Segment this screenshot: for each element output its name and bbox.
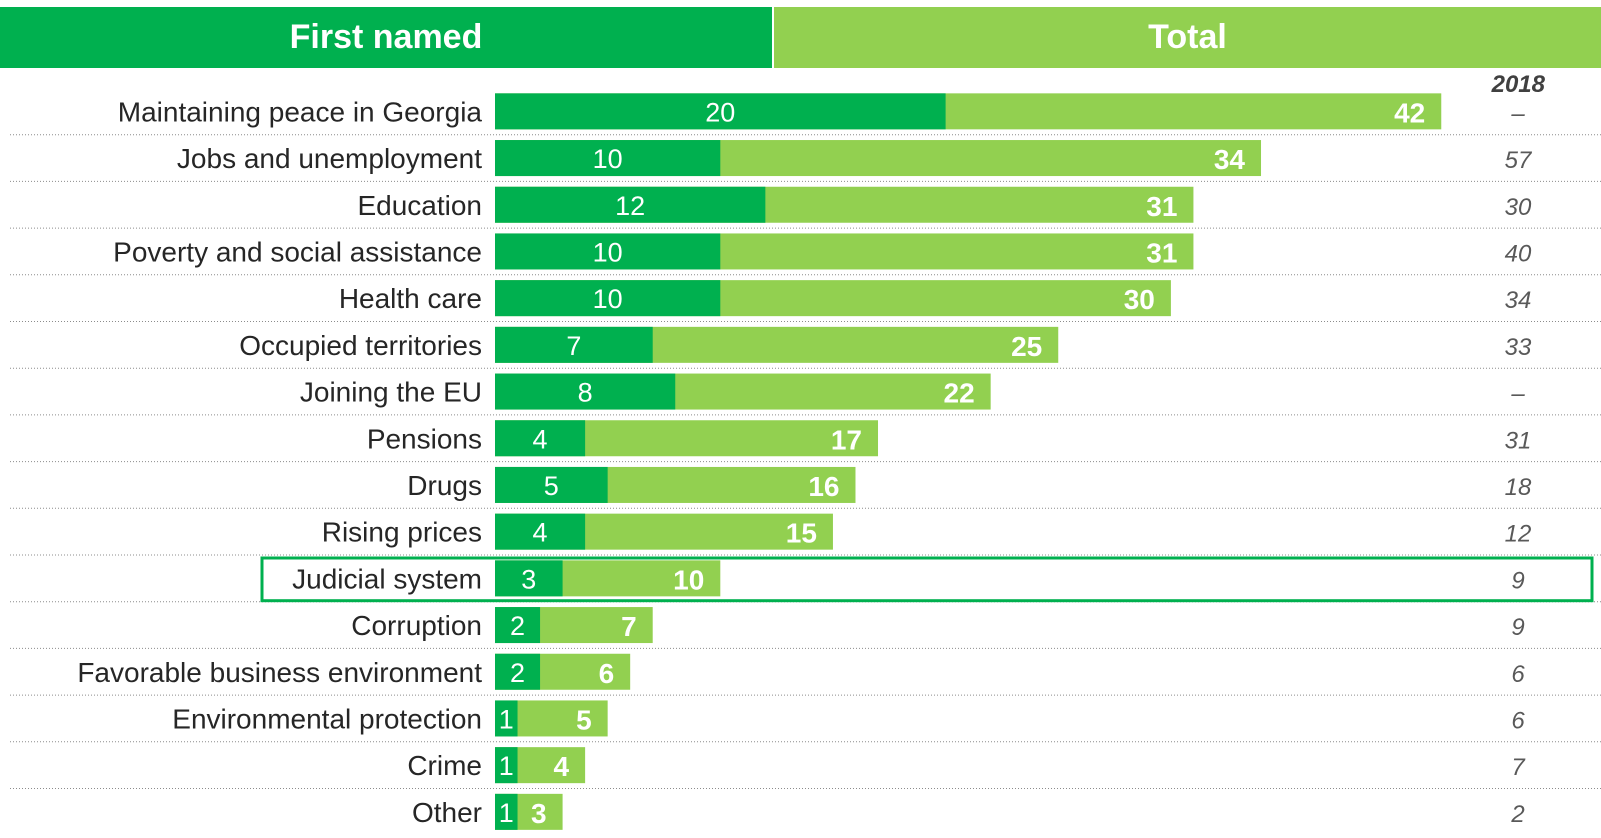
bar-first-maintaining-peace-in-georgia [495, 93, 946, 130]
value-first-health-care: 10 [593, 284, 623, 314]
category-label-drugs: Drugs [407, 470, 482, 501]
bar-first-judicial-system [495, 560, 563, 597]
value-2018-pensions: 31 [1505, 427, 1532, 454]
category-label-occupied-territories: Occupied territories [239, 330, 482, 361]
category-label-crime: Crime [407, 750, 482, 781]
bar-first-poverty-and-social-assistance [495, 233, 721, 270]
value-total-drugs: 16 [808, 471, 839, 502]
category-label-joining-the-eu: Joining the EU [300, 377, 482, 408]
value-total-pensions: 17 [831, 424, 862, 455]
value-first-environmental-protection: 1 [499, 704, 514, 734]
value-total-jobs-and-unemployment: 34 [1214, 144, 1246, 175]
value-total-other: 3 [531, 798, 547, 829]
category-label-maintaining-peace-in-georgia: Maintaining peace in Georgia [118, 96, 483, 127]
value-first-crime: 1 [499, 751, 514, 781]
bar-first-jobs-and-unemployment [495, 140, 721, 177]
category-label-education: Education [357, 190, 482, 221]
value-total-environmental-protection: 5 [576, 704, 592, 735]
value-2018-jobs-and-unemployment: 57 [1505, 147, 1533, 174]
category-label-rising-prices: Rising prices [322, 517, 482, 548]
value-first-favorable-business-environment: 2 [510, 658, 525, 688]
value-total-rising-prices: 15 [786, 518, 817, 549]
bar-first-other [495, 793, 518, 830]
value-2018-poverty-and-social-assistance: 40 [1505, 240, 1532, 267]
value-total-joining-the-eu: 22 [944, 378, 975, 409]
category-label-environmental-protection: Environmental protection [172, 703, 482, 734]
value-2018-occupied-territories: 33 [1505, 334, 1532, 361]
bar-first-health-care [495, 280, 721, 317]
category-label-other: Other [412, 797, 482, 828]
value-first-education: 12 [615, 191, 645, 221]
highlight-frame [260, 556, 1594, 603]
value-total-education: 31 [1146, 191, 1177, 222]
header-total-label: Total [1148, 18, 1227, 56]
value-2018-environmental-protection: 6 [1511, 707, 1525, 734]
category-label-favorable-business-environment: Favorable business environment [77, 657, 482, 688]
value-2018-judicial-system: 9 [1511, 567, 1524, 594]
bar-first-crime [495, 747, 518, 784]
value-2018-other: 2 [1510, 801, 1524, 828]
bar-first-joining-the-eu [495, 373, 676, 410]
value-first-occupied-territories: 7 [566, 331, 581, 361]
category-label-corruption: Corruption [351, 610, 482, 641]
value-first-drugs: 5 [544, 471, 559, 501]
category-label-health-care: Health care [339, 283, 482, 314]
bar-first-education [495, 186, 766, 223]
value-2018-health-care: 34 [1505, 287, 1532, 314]
value-total-corruption: 7 [621, 611, 637, 642]
category-label-jobs-and-unemployment: Jobs and unemployment [177, 143, 482, 174]
category-label-judicial-system: Judicial system [292, 563, 482, 594]
value-total-judicial-system: 10 [673, 564, 704, 595]
category-label-poverty-and-social-assistance: Poverty and social assistance [113, 236, 482, 267]
value-total-health-care: 30 [1124, 284, 1155, 315]
value-total-poverty-and-social-assistance: 31 [1146, 237, 1177, 268]
bar-first-occupied-territories [495, 326, 653, 363]
year-2018-label: 2018 [1491, 71, 1546, 98]
value-total-maintaining-peace-in-georgia: 42 [1394, 97, 1425, 128]
value-2018-crime: 7 [1511, 754, 1526, 781]
bar-first-environmental-protection [495, 700, 518, 737]
value-2018-corruption: 9 [1511, 614, 1524, 641]
bar-first-pensions [495, 420, 586, 457]
category-label-pensions: Pensions [367, 423, 482, 454]
value-total-crime: 4 [554, 751, 570, 782]
header-first-named-label: First named [289, 18, 483, 56]
value-first-corruption: 2 [510, 611, 525, 641]
value-2018-favorable-business-environment: 6 [1511, 661, 1525, 688]
bar-first-favorable-business-environment [495, 653, 541, 690]
value-total-favorable-business-environment: 6 [599, 658, 615, 689]
header-first-named: First named [0, 7, 772, 68]
value-2018-drugs: 18 [1505, 474, 1532, 501]
value-first-jobs-and-unemployment: 10 [593, 144, 623, 174]
value-first-judicial-system: 3 [521, 564, 536, 594]
header-total: Total [774, 7, 1601, 68]
value-first-joining-the-eu: 8 [578, 378, 593, 408]
value-2018-maintaining-peace-in-georgia: – [1510, 100, 1525, 127]
value-2018-joining-the-eu: – [1510, 381, 1525, 408]
bar-first-drugs [495, 466, 608, 503]
bar-first-rising-prices [495, 513, 586, 550]
bar-first-corruption [495, 607, 541, 644]
value-2018-education: 30 [1505, 194, 1532, 221]
value-first-maintaining-peace-in-georgia: 20 [705, 97, 735, 127]
value-first-pensions: 4 [533, 424, 548, 454]
value-first-rising-prices: 4 [533, 518, 548, 548]
value-total-occupied-territories: 25 [1011, 331, 1042, 362]
value-first-poverty-and-social-assistance: 10 [593, 237, 623, 267]
value-first-other: 1 [499, 798, 514, 828]
value-2018-rising-prices: 12 [1505, 521, 1532, 548]
